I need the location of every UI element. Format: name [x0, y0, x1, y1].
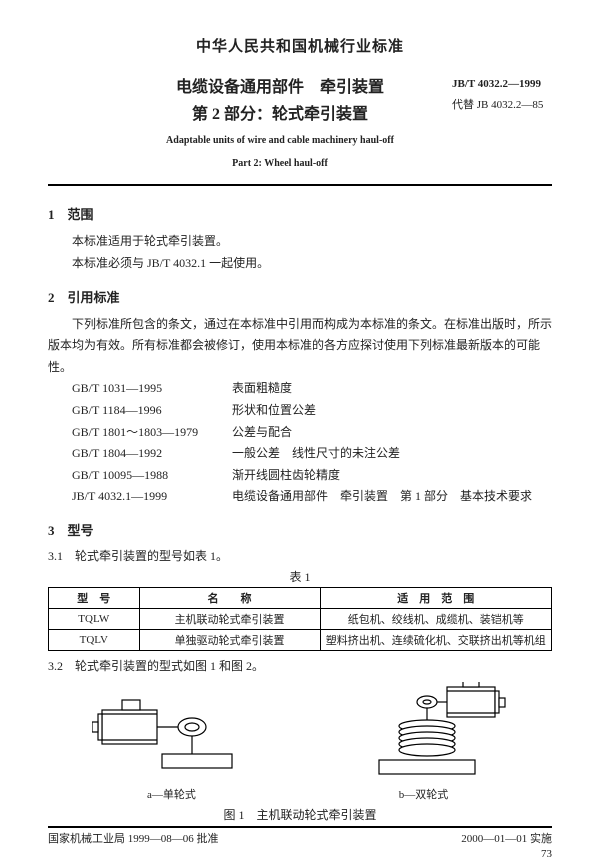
approval-date: 国家机械工业局 1999—08—06 批准 [48, 830, 219, 846]
figure-1: a—单轮式 [48, 682, 552, 823]
doc-title-en1: Adaptable units of wire and cable machin… [108, 132, 452, 149]
section-3-heading: 3 型号 [48, 520, 552, 539]
page-footer: 国家机械工业局 1999—08—06 批准 2000—01—01 实施 [48, 826, 552, 846]
single-wheel-icon [92, 692, 252, 782]
replaces-note: 代替 JB 4032.2—85 [452, 95, 552, 116]
table-1: 型 号 名 称 适 用 范 围 TQLW 主机联动轮式牵引装置 纸包机、绞线机、… [48, 587, 552, 651]
figure-1b-label: b—双轮式 [339, 786, 509, 802]
standards-list: GB/T 1031—1995表面粗糙度 GB/T 1184—1996形状和位置公… [72, 378, 552, 508]
figure-1-caption: 图 1 主机联动轮式牵引装置 [48, 806, 552, 823]
divider [48, 184, 552, 186]
section-1-p1: 本标准适用于轮式牵引装置。 [48, 231, 552, 253]
section-1-heading: 1 范围 [48, 204, 552, 223]
list-item: GB/T 1184—1996形状和位置公差 [72, 400, 552, 422]
figure-1a: a—单轮式 [92, 692, 252, 802]
table-1-caption: 表 1 [48, 568, 552, 585]
standard-number: JB/T 4032.2—1999 [452, 74, 552, 95]
list-item: GB/T 1804—1992一般公差 线性尺寸的未注公差 [72, 443, 552, 465]
double-wheel-icon [339, 682, 509, 782]
doc-title-line2: 第 2 部分：轮式牵引装置 [108, 101, 452, 128]
section-2-heading: 2 引用标准 [48, 287, 552, 306]
list-item: GB/T 1031—1995表面粗糙度 [72, 378, 552, 400]
table-row: TQLW 主机联动轮式牵引装置 纸包机、绞线机、成缆机、装铠机等 [49, 608, 552, 629]
list-item: JB/T 4032.1—1999电缆设备通用部件 牵引装置 第 1 部分 基本技… [72, 486, 552, 508]
list-item: GB/T 10095—1988渐开线圆柱齿轮精度 [72, 465, 552, 487]
standard-org: 中华人民共和国机械行业标准 [48, 35, 552, 56]
doc-title-line1: 电缆设备通用部件 牵引装置 [108, 74, 452, 101]
section-2-intro: 下列标准所包含的条文，通过在本标准中引用而构成为本标准的条文。在标准出版时，所示… [48, 314, 552, 379]
impl-date: 2000—01—01 实施 [461, 830, 552, 846]
page-number: 73 [541, 848, 552, 860]
table-row: 型 号 名 称 适 用 范 围 [49, 587, 552, 608]
table-row: TQLV 单独驱动轮式牵引装置 塑料挤出机、连续硫化机、交联挤出机等机组 [49, 629, 552, 650]
section-1-p2: 本标准必须与 JB/T 4032.1 一起使用。 [48, 253, 552, 275]
figure-1b: b—双轮式 [339, 682, 509, 802]
list-item: GB/T 1801～1803—1979公差与配合 [72, 422, 552, 444]
figure-1a-label: a—单轮式 [92, 786, 252, 802]
section-3-1: 3.1 轮式牵引装置的型号如表 1。 [48, 547, 552, 564]
section-3-2: 3.2 轮式牵引装置的型式如图 1 和图 2。 [48, 657, 552, 674]
doc-title-en2: Part 2: Wheel haul-off [108, 155, 452, 172]
title-block: 电缆设备通用部件 牵引装置 第 2 部分：轮式牵引装置 Adaptable un… [48, 74, 552, 178]
